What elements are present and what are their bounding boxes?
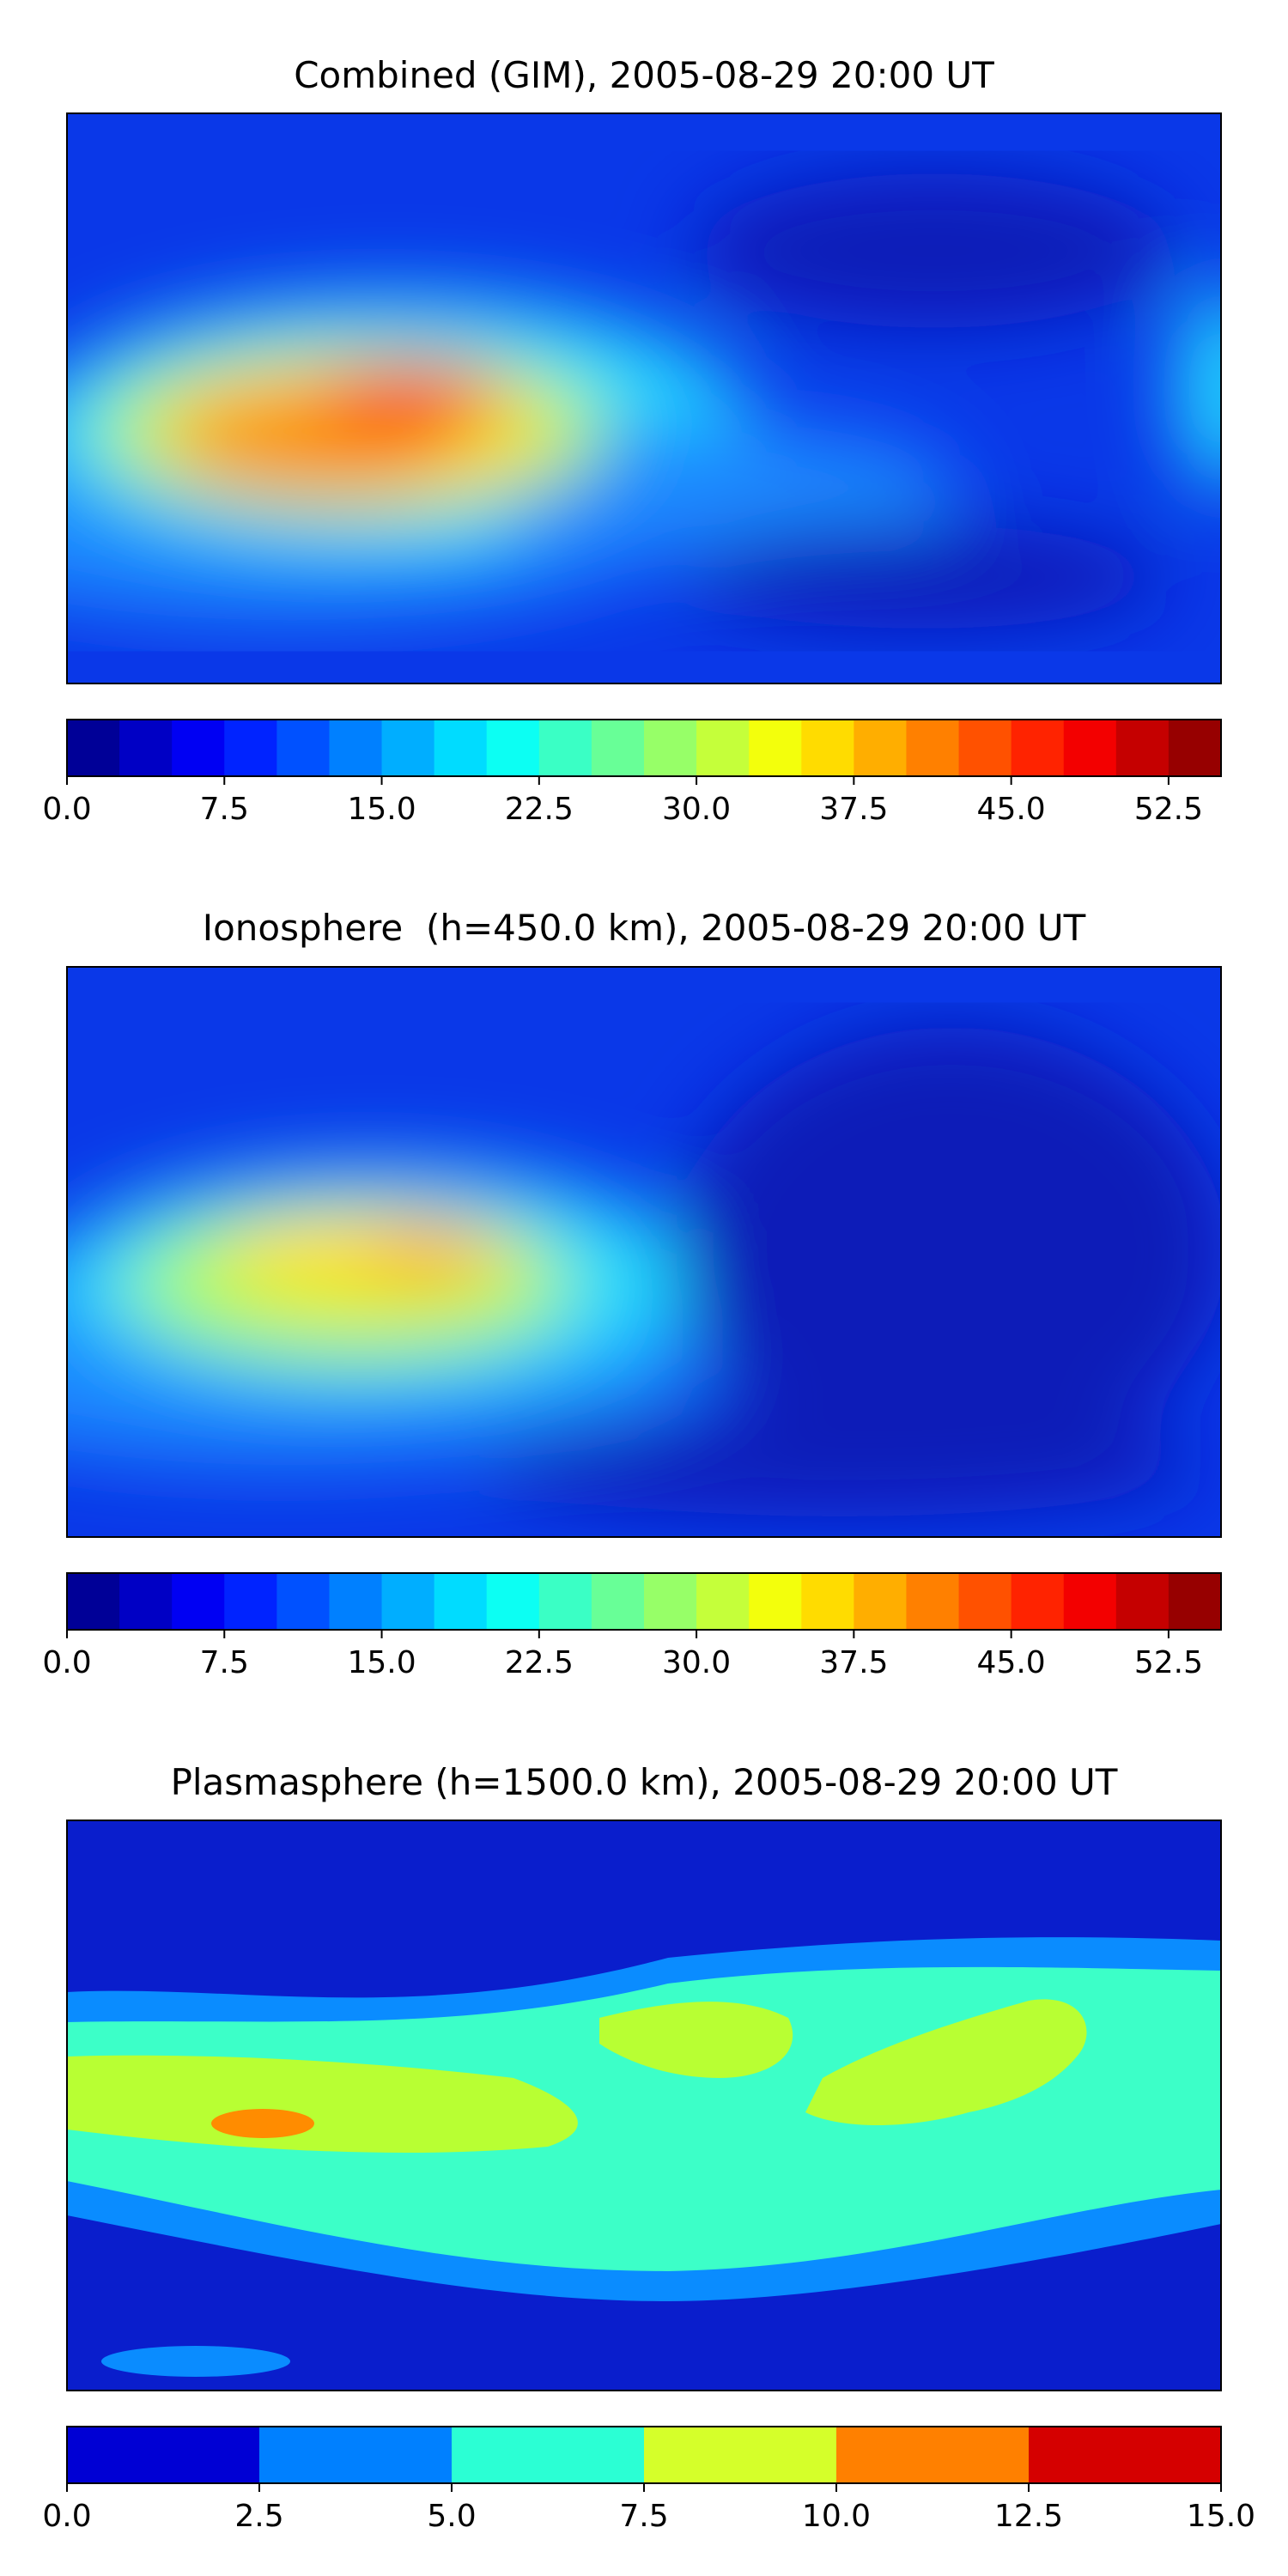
colorbar-0-tick-label-0: 0.0 — [42, 792, 91, 827]
colorbar-0-level-11 — [644, 720, 697, 776]
colorbar-0-level-10 — [591, 720, 645, 776]
colorbar-1-level-4 — [276, 1573, 331, 1630]
colorbar-0-level-20 — [1115, 720, 1170, 776]
colorbar-0-tick-label-4: 30.0 — [662, 792, 731, 827]
colorbar-1-level-0 — [67, 1573, 120, 1630]
panel-combined: Combined (GIM), 2005-08-29 20:00 UT — [42, 54, 1222, 827]
colorbar-0-tick-label-5: 37.5 — [819, 792, 888, 827]
colorbar-0-level-14 — [801, 720, 854, 776]
colorbar-0-level-4 — [276, 720, 331, 776]
iono-low-south — [479, 1413, 1200, 1516]
colorbar-2-level-5 — [1029, 2427, 1222, 2483]
colorbar-2-tick-label-6: 15.0 — [1187, 2499, 1255, 2534]
colorbar-1-level-5 — [329, 1573, 383, 1630]
plasma-orange-patch — [211, 2109, 314, 2138]
colorbar-1-level-2 — [172, 1573, 225, 1630]
colorbar-1-tick-label-6: 45.0 — [977, 1645, 1046, 1680]
colorbar-2-tick-label-1: 2.5 — [234, 2499, 283, 2534]
colorbar-2-level-0 — [67, 2427, 260, 2483]
panel-plasmasphere-colorbar: 0.0 2.5 5.0 7.5 10.0 12.5 15.0 — [42, 2426, 1255, 2534]
panel-ionosphere: Ionosphere (h=450.0 km), 2005-08-29 20:0… — [42, 907, 1222, 1680]
colorbar-0-level-3 — [224, 720, 277, 776]
colorbar-0-level-16 — [906, 720, 960, 776]
colorbar-1-level-7 — [434, 1573, 488, 1630]
colorbar-0-level-13 — [749, 720, 802, 776]
iono-orange — [368, 1229, 488, 1272]
panel-plasmasphere-title: Plasmasphere (h=1500.0 km), 2005-08-29 2… — [171, 1761, 1118, 1803]
colorbar-1-tick-label-7: 52.5 — [1134, 1645, 1203, 1680]
combined-red — [316, 362, 505, 431]
colorbar-1-level-6 — [381, 1573, 435, 1630]
plasma-band-yellow-west — [67, 2055, 578, 2154]
colorbar-0-level-15 — [854, 720, 908, 776]
colorbar-0-tick-label-2: 15.0 — [347, 792, 416, 827]
colorbar-1-tick-label-3: 22.5 — [505, 1645, 574, 1680]
colorbar-1-level-10 — [591, 1573, 645, 1630]
colorbar-1-level-21 — [1168, 1573, 1222, 1630]
iono-low-east — [677, 1027, 1221, 1473]
panel-combined-colorbar: 0.0 7.5 15.0 22.5 30.0 37.5 45.0 52.5 — [42, 719, 1222, 827]
colorbar-1-tick-label-1: 7.5 — [200, 1645, 249, 1680]
colorbar-1-level-1 — [119, 1573, 173, 1630]
colorbar-1-tick-label-0: 0.0 — [42, 1645, 91, 1680]
combined-low-south — [685, 526, 1166, 629]
colorbar-2-level-1 — [259, 2427, 453, 2483]
colorbar-2-tick-label-5: 12.5 — [994, 2499, 1063, 2534]
colorbar-0-level-21 — [1168, 720, 1222, 776]
colorbar-1-level-16 — [906, 1573, 960, 1630]
colorbar-1-level-9 — [538, 1573, 592, 1630]
colorbar-0-tick-label-3: 22.5 — [505, 792, 574, 827]
colorbar-1-level-17 — [958, 1573, 1012, 1630]
colorbar-0-tick-label-1: 7.5 — [200, 792, 249, 827]
colorbar-0-level-1 — [119, 720, 173, 776]
colorbar-0-level-0 — [67, 720, 120, 776]
colorbar-1-level-3 — [224, 1573, 277, 1630]
combined-east-edge — [1175, 285, 1221, 491]
colorbar-0-level-18 — [1011, 720, 1065, 776]
colorbar-1-level-15 — [854, 1573, 908, 1630]
colorbar-2-tick-label-3: 7.5 — [619, 2499, 668, 2534]
panel-ionosphere-title: Ionosphere (h=450.0 km), 2005-08-29 20:0… — [203, 907, 1086, 949]
colorbar-1-level-14 — [801, 1573, 854, 1630]
colorbar-0-level-7 — [434, 720, 488, 776]
colorbar-0-level-19 — [1063, 720, 1117, 776]
colorbar-2-tick-label-2: 5.0 — [427, 2499, 476, 2534]
colorbar-0-level-9 — [538, 720, 592, 776]
colorbar-0-level-17 — [958, 720, 1012, 776]
colorbar-1-tick-label-5: 37.5 — [819, 1645, 888, 1680]
colorbar-2-level-3 — [644, 2427, 837, 2483]
colorbar-1-tick-label-4: 30.0 — [662, 1645, 731, 1680]
plasma-band-yellow-center — [599, 2002, 793, 2078]
colorbar-1-level-8 — [486, 1573, 540, 1630]
panel-ionosphere-colorbar: 0.0 7.5 15.0 22.5 30.0 37.5 45.0 52.5 — [42, 1572, 1222, 1680]
colorbar-1-level-11 — [644, 1573, 697, 1630]
colorbar-2-tick-label-4: 10.0 — [802, 2499, 871, 2534]
colorbar-0-tick-label-7: 52.5 — [1134, 792, 1203, 827]
colorbar-2-tick-label-0: 0.0 — [42, 2499, 91, 2534]
colorbar-1-level-18 — [1011, 1573, 1065, 1630]
colorbar-0-level-5 — [329, 720, 383, 776]
colorbar-0-level-2 — [172, 720, 225, 776]
combined-low-north — [694, 173, 1175, 328]
colorbar-2-level-4 — [836, 2427, 1030, 2483]
colorbar-0-level-12 — [696, 720, 750, 776]
colorbar-0-tick-label-6: 45.0 — [977, 792, 1046, 827]
colorbar-2-level-2 — [452, 2427, 645, 2483]
colorbar-1-level-12 — [696, 1573, 750, 1630]
colorbar-0-level-6 — [381, 720, 435, 776]
panel-combined-title: Combined (GIM), 2005-08-29 20:00 UT — [294, 54, 994, 96]
plasma-lightblue-antarctic — [101, 2346, 290, 2377]
colorbar-1-tick-label-2: 15.0 — [347, 1645, 416, 1680]
colorbar-1-level-20 — [1115, 1573, 1170, 1630]
plasma-band-yellow-east — [805, 1999, 1087, 2125]
colorbar-0-level-8 — [486, 720, 540, 776]
panel-plasmasphere: Plasmasphere (h=1500.0 km), 2005-08-29 2… — [42, 1761, 1255, 2534]
colorbar-1-level-13 — [749, 1573, 802, 1630]
colorbar-1-level-19 — [1063, 1573, 1117, 1630]
combined-band-tail — [479, 422, 960, 560]
